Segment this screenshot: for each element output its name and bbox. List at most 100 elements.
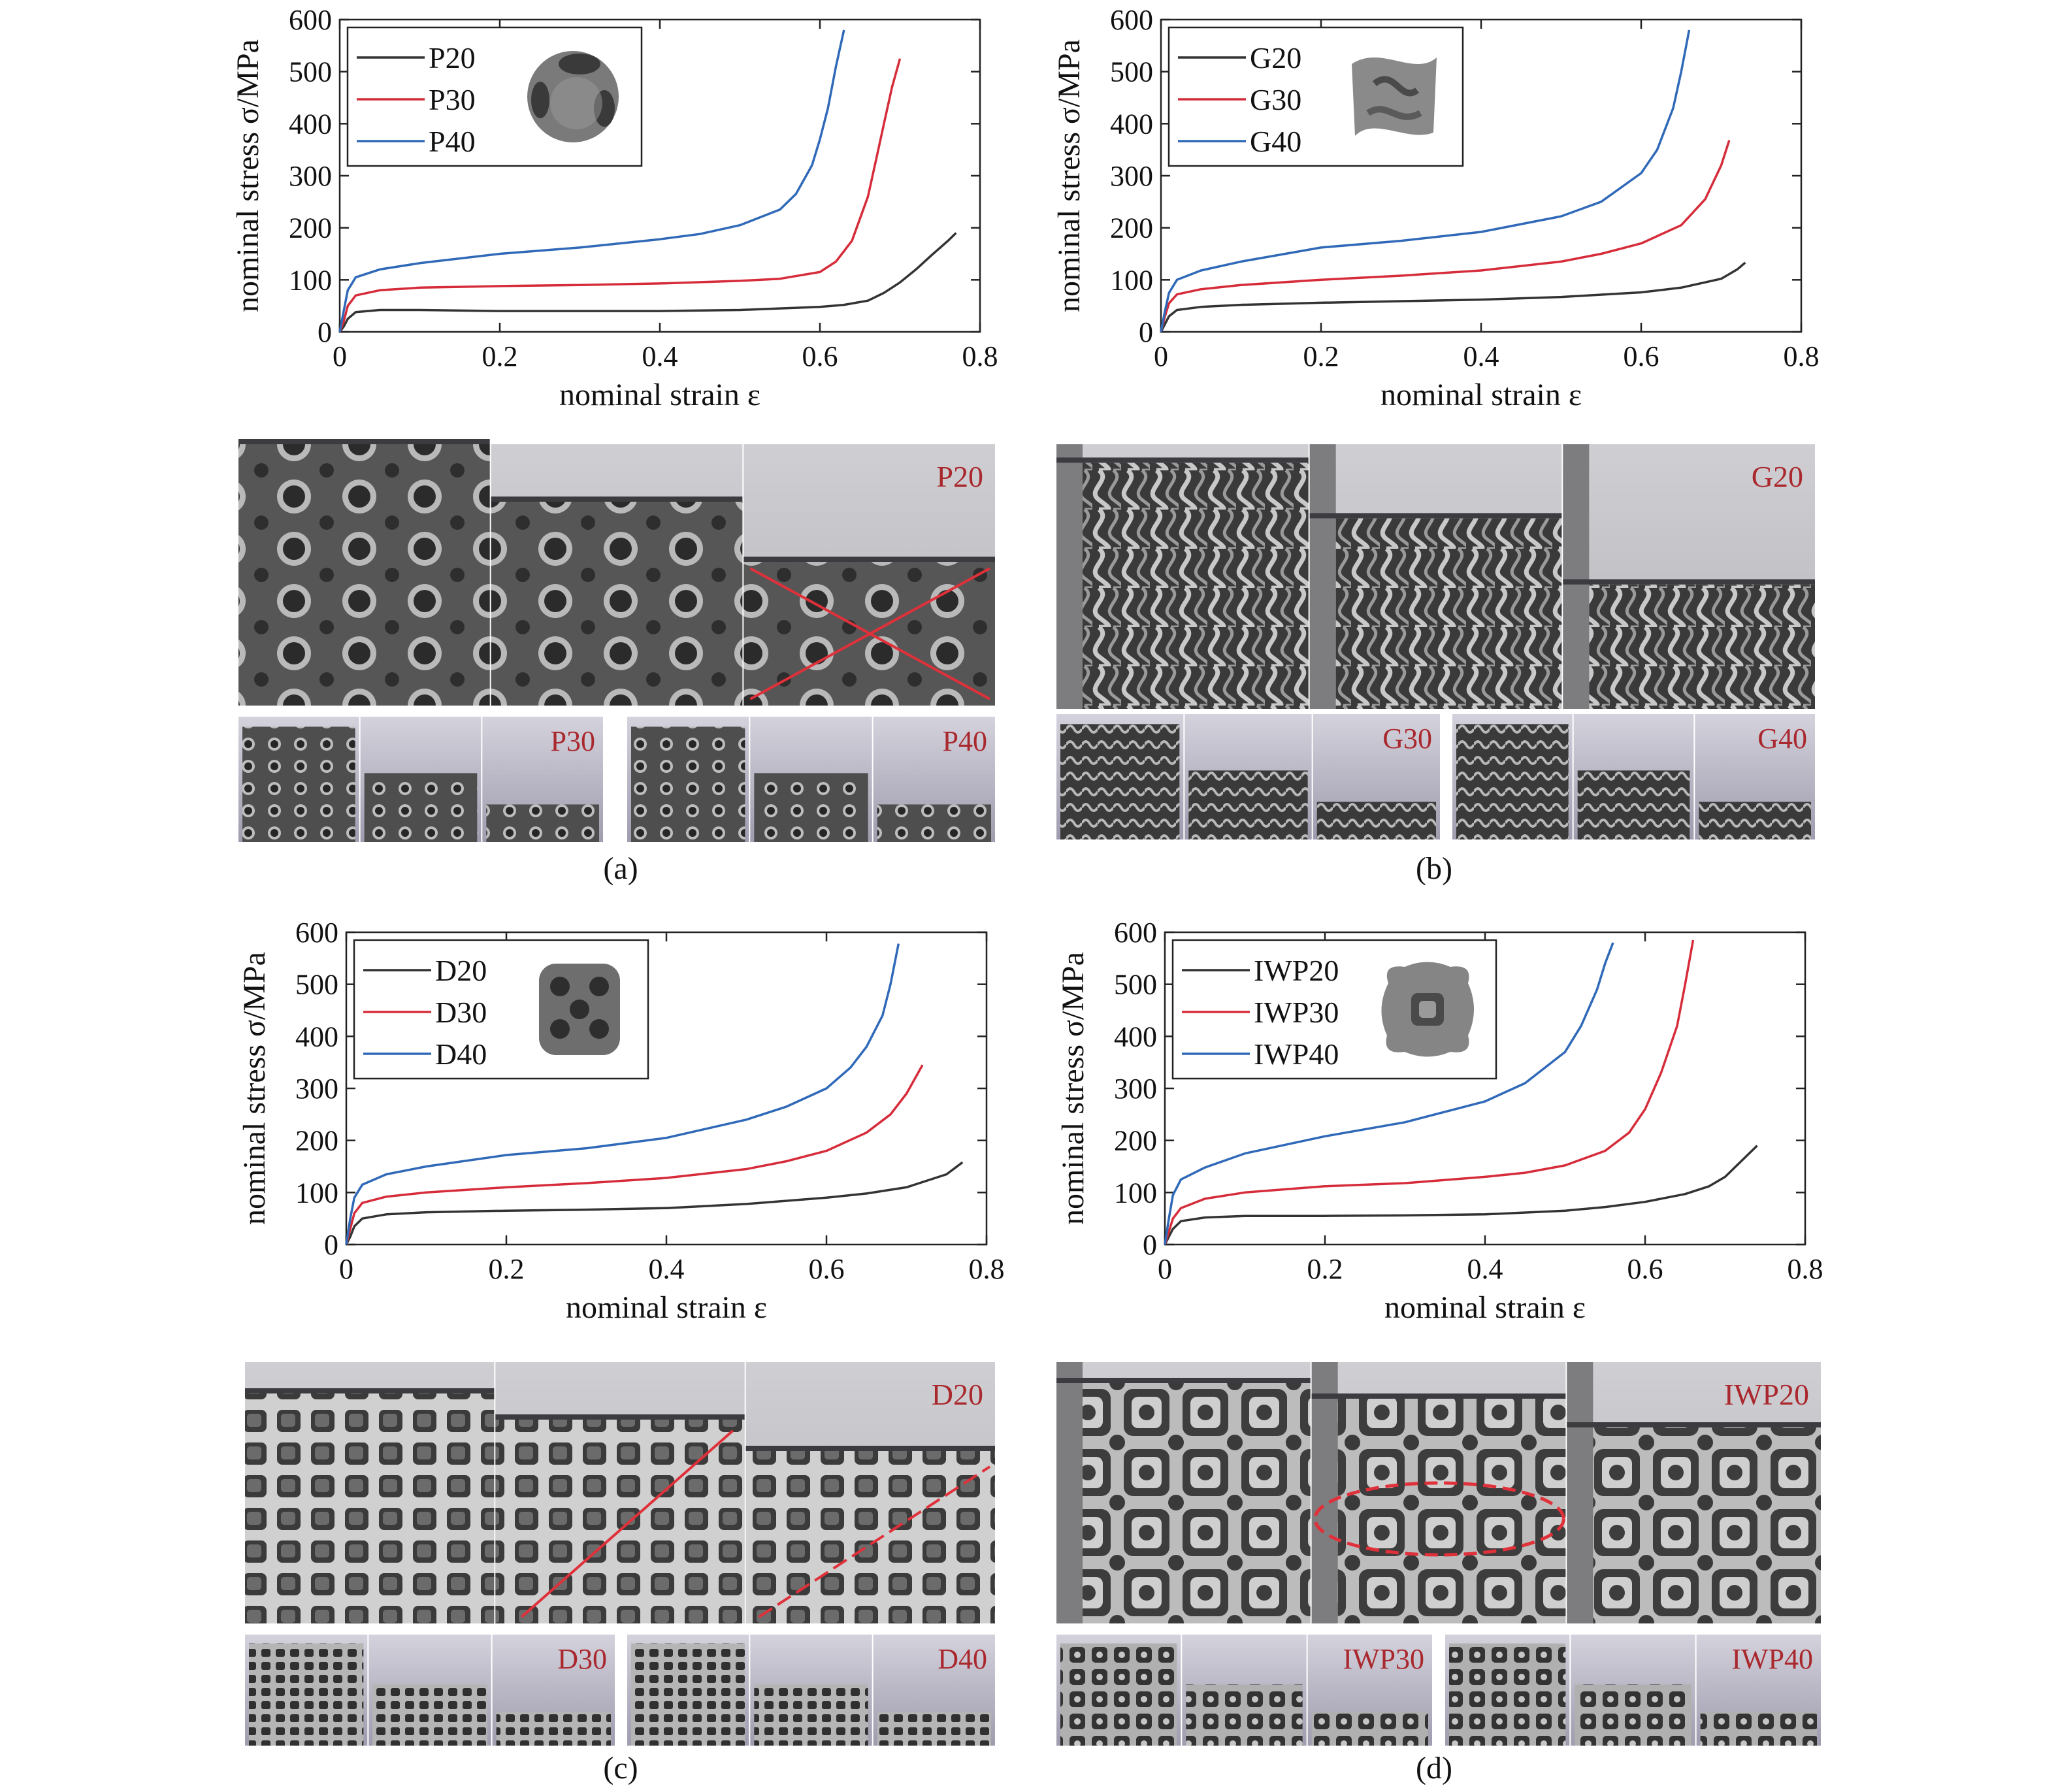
photo-specimen	[249, 1643, 364, 1746]
y-tick-label: 100	[295, 1177, 338, 1209]
icon-hole	[589, 977, 609, 996]
x-tick-label: 0	[339, 1253, 353, 1285]
photo-panel-2: D20 D30 D40 (c)	[245, 1362, 995, 1785]
x-tick-label: 0.4	[1467, 1253, 1503, 1285]
icon-ridge	[1366, 106, 1422, 120]
y-tick-label: 200	[295, 1125, 338, 1157]
photo-specimen	[496, 1712, 611, 1746]
series-line-IWP40	[1164, 942, 1614, 1245]
photo-label-sub: G30	[1382, 723, 1432, 755]
y-tick-label: 200	[1114, 1125, 1157, 1157]
y-tick-label: 0	[324, 1229, 338, 1261]
photo-strip-G40: G40	[1452, 714, 1815, 839]
photo-specimen	[1337, 1399, 1566, 1623]
y-tick-label: 300	[1114, 1073, 1157, 1105]
x-tick-label: 0	[333, 340, 347, 372]
y-tick-label: 400	[295, 1020, 338, 1052]
photo-panel-1: G20 G30 G40 (b)	[1056, 444, 1815, 886]
photo-strip-IWP30: IWP30	[1056, 1635, 1432, 1746]
legend-label: D20	[435, 954, 487, 987]
photo-label-main: D20	[932, 1378, 983, 1411]
photo-strip-D40: D40	[627, 1635, 995, 1746]
photo-fixture	[1056, 1362, 1083, 1623]
photo-platen	[1311, 1393, 1566, 1399]
photo-specimen	[1188, 770, 1308, 839]
icon-hole	[550, 1019, 570, 1039]
icon-hole	[550, 977, 570, 996]
photo-platen	[743, 557, 995, 562]
shear-band-line	[758, 1465, 991, 1618]
y-tick-label: 300	[1110, 160, 1153, 192]
series-line-P30	[338, 58, 902, 333]
y-axis-label: nominal stress σ/MPa	[1056, 952, 1090, 1225]
photo-specimen	[245, 1393, 495, 1623]
series-line-G30	[1160, 140, 1731, 333]
legend-label: D40	[435, 1037, 487, 1071]
x-tick-label: 0	[1154, 340, 1168, 372]
photo-fixture	[1309, 444, 1336, 709]
photo-fixture	[1056, 444, 1083, 709]
photo-specimen	[1456, 724, 1569, 839]
photo-platen	[745, 1446, 995, 1451]
series-line-IWP30	[1164, 939, 1695, 1245]
x-tick-label: 0.8	[1784, 340, 1820, 372]
photo-label-main: P20	[936, 460, 983, 493]
photo-specimen	[877, 1712, 991, 1746]
y-tick-label: 400	[1114, 1020, 1157, 1052]
photo-specimen	[1700, 1712, 1817, 1746]
photo-strip-P40: P40	[627, 717, 995, 842]
photo-label-sub: G40	[1757, 723, 1807, 755]
legend-label: G40	[1250, 125, 1301, 158]
y-tick-label: 500	[1110, 56, 1153, 88]
photo-specimen	[242, 726, 355, 842]
y-tick-label: 200	[1110, 212, 1153, 244]
photo-specimen	[1186, 1684, 1303, 1746]
photo-platen	[1056, 1378, 1311, 1383]
photo-specimen	[1449, 1643, 1566, 1746]
x-tick-label: 0.2	[489, 1253, 525, 1285]
photo-platen	[495, 1414, 745, 1420]
y-tick-label: 0	[1143, 1229, 1157, 1261]
photo-specimen	[745, 1451, 995, 1623]
y-tick-label: 600	[1110, 4, 1153, 36]
photo-specimen	[877, 804, 991, 842]
photo-fixture	[1563, 444, 1590, 709]
legend-label: P40	[429, 125, 476, 158]
photo-label-sub: P30	[551, 725, 595, 757]
icon-body	[1352, 57, 1437, 136]
legend-label: P30	[429, 83, 476, 116]
icon-shade	[550, 77, 602, 129]
icon-hole	[559, 54, 600, 74]
failure-band-line	[749, 567, 990, 700]
y-tick-label: 100	[1114, 1177, 1157, 1209]
x-tick-label: 0.6	[802, 340, 838, 372]
photo-label-sub: D30	[557, 1643, 607, 1675]
legend-label: D30	[435, 996, 487, 1029]
photo-specimen	[754, 773, 868, 842]
y-tick-label: 0	[1139, 316, 1153, 348]
y-tick-label: 100	[1110, 264, 1153, 296]
series-line-D20	[345, 1161, 964, 1245]
chart-panel-1: 0 0.2 0.4 0.6 0.8 0 100 200 300 400 500 600 nominal …	[1052, 4, 1820, 412]
y-tick-label: 400	[1110, 108, 1153, 140]
photo-specimen	[491, 502, 743, 706]
photo-strip-P30: P30	[238, 717, 603, 842]
series-line-IWP20	[1164, 1145, 1758, 1245]
photo-label-sub: IWP40	[1731, 1643, 1813, 1675]
legend-label: P20	[429, 41, 476, 74]
series-line-P40	[338, 29, 845, 333]
legend-label: IWP40	[1254, 1037, 1339, 1071]
photo-specimen	[1060, 724, 1180, 839]
chart-panel-2: 0 0.2 0.4 0.6 0.8 0 100 200 300 400 500 600 nominal …	[237, 917, 1005, 1325]
photo-panel-3: IWP20 IWP30 IWP40 (d)	[1056, 1362, 1821, 1785]
photo-specimen	[1316, 802, 1436, 839]
photo-platen	[1056, 457, 1309, 463]
x-tick-label: 0.6	[1624, 340, 1659, 372]
y-axis-label: nominal stress σ/MPa	[237, 952, 272, 1225]
photo-platen	[245, 1388, 495, 1393]
x-axis-label: nominal strain ε	[566, 1290, 767, 1325]
icon-hole	[570, 1000, 589, 1019]
chart-panel-0: 0 0.2 0.4 0.6 0.8 0 100 200 300 400 500 600 nominal …	[231, 4, 998, 412]
photo-label-sub: D40	[938, 1643, 987, 1675]
